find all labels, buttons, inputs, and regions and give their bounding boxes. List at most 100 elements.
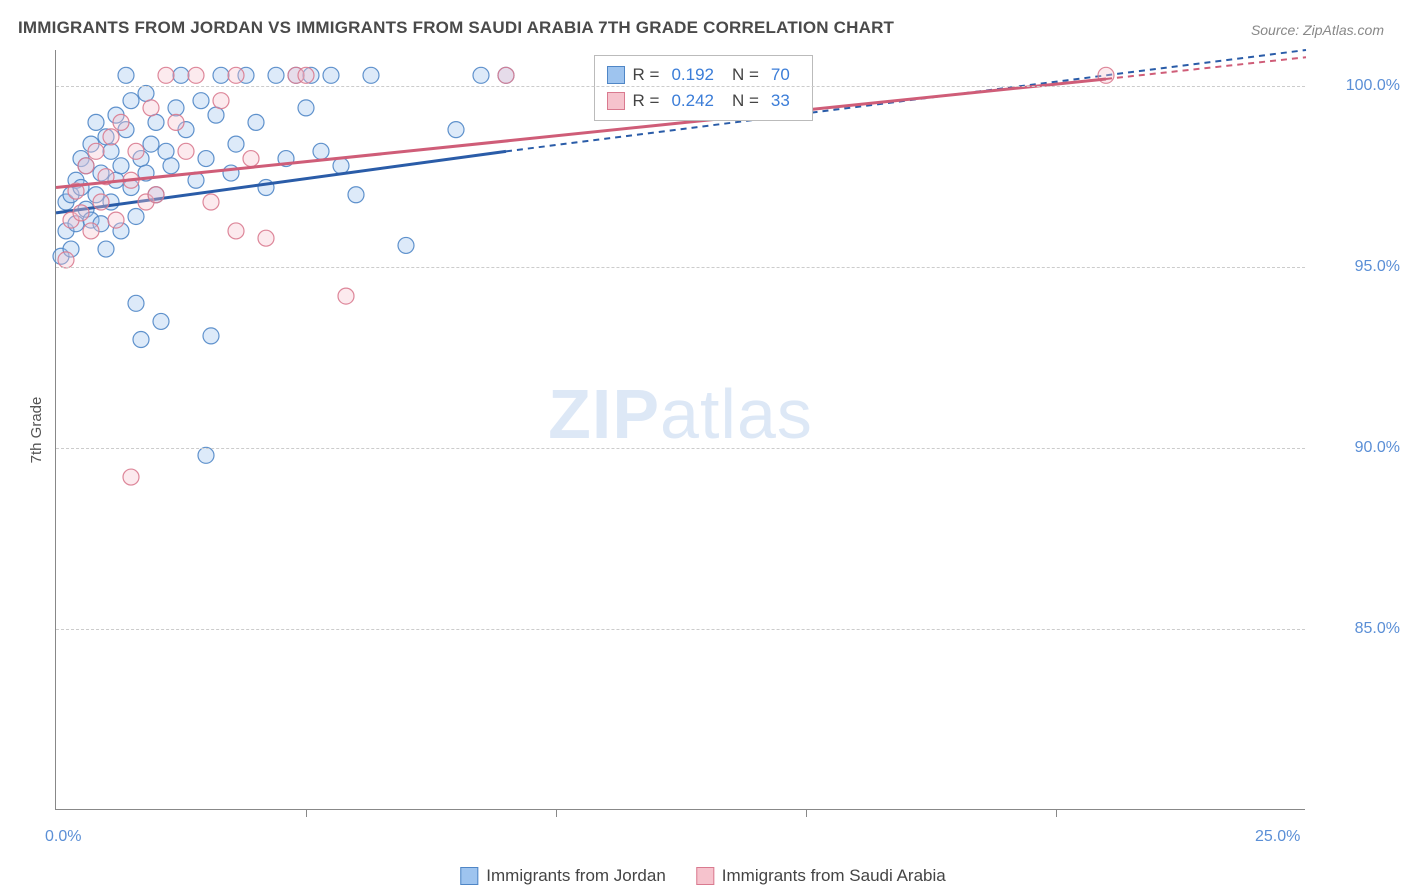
x-tick: [1056, 809, 1057, 817]
series-swatch: [607, 92, 625, 110]
gridline: [56, 86, 1305, 87]
data-point: [198, 151, 214, 167]
data-point: [168, 100, 184, 116]
data-point: [143, 136, 159, 152]
data-point: [138, 85, 154, 101]
legend: Immigrants from Jordan Immigrants from Sa…: [460, 866, 945, 886]
data-point: [448, 122, 464, 138]
r-value: 0.192: [671, 65, 714, 85]
data-point: [128, 295, 144, 311]
r-value: 0.242: [671, 91, 714, 111]
legend-swatch: [460, 867, 478, 885]
data-point: [188, 67, 204, 83]
data-point: [143, 100, 159, 116]
data-point: [213, 93, 229, 109]
legend-swatch: [696, 867, 714, 885]
data-point: [333, 158, 349, 174]
legend-label: Immigrants from Saudi Arabia: [722, 866, 946, 886]
data-point: [83, 223, 99, 239]
data-point: [268, 67, 284, 83]
n-value: 33: [771, 91, 790, 111]
x-tick: [306, 809, 307, 817]
data-point: [148, 114, 164, 130]
data-point: [208, 107, 224, 123]
data-point: [228, 223, 244, 239]
data-point: [123, 469, 139, 485]
scatter-plot: [56, 50, 1305, 809]
data-point: [108, 212, 124, 228]
data-point: [348, 187, 364, 203]
x-axis-max: 25.0%: [1255, 828, 1300, 846]
data-point: [133, 332, 149, 348]
data-point: [298, 67, 314, 83]
data-point: [103, 143, 119, 159]
data-point: [93, 194, 109, 210]
r-label: R =: [633, 91, 660, 111]
gridline: [56, 267, 1305, 268]
data-point: [153, 313, 169, 329]
data-point: [88, 114, 104, 130]
data-point: [168, 114, 184, 130]
n-value: 70: [771, 65, 790, 85]
data-point: [73, 205, 89, 221]
y-tick-label: 100.0%: [1315, 77, 1400, 95]
data-point: [198, 447, 214, 463]
legend-label: Immigrants from Jordan: [486, 866, 666, 886]
data-point: [128, 143, 144, 159]
n-label: N =: [732, 91, 759, 111]
data-point: [213, 67, 229, 83]
n-label: N =: [732, 65, 759, 85]
source-attribution: Source: ZipAtlas.com: [1251, 22, 1384, 38]
data-point: [103, 129, 119, 145]
y-tick-label: 95.0%: [1315, 258, 1400, 276]
data-point: [98, 241, 114, 257]
data-point: [118, 67, 134, 83]
data-point: [158, 143, 174, 159]
data-point: [193, 93, 209, 109]
data-point: [338, 288, 354, 304]
data-point: [158, 67, 174, 83]
x-tick: [556, 809, 557, 817]
plot-area: ZIPatlas R =0.192N =70R =0.242N =33 85.0…: [55, 50, 1305, 810]
data-point: [78, 158, 94, 174]
data-point: [203, 194, 219, 210]
data-point: [298, 100, 314, 116]
legend-item: Immigrants from Jordan: [460, 866, 666, 886]
y-axis-label: 7th Grade: [28, 397, 45, 464]
data-point: [473, 67, 489, 83]
data-point: [203, 328, 219, 344]
data-point: [178, 143, 194, 159]
legend-item: Immigrants from Saudi Arabia: [696, 866, 946, 886]
gridline: [56, 448, 1305, 449]
data-point: [498, 67, 514, 83]
data-point: [228, 136, 244, 152]
data-point: [398, 237, 414, 253]
trend-line-extension: [1106, 57, 1306, 79]
data-point: [163, 158, 179, 174]
y-tick-label: 85.0%: [1315, 620, 1400, 638]
data-point: [128, 208, 144, 224]
data-point: [58, 252, 74, 268]
data-point: [148, 187, 164, 203]
y-tick-label: 90.0%: [1315, 439, 1400, 457]
data-point: [123, 93, 139, 109]
stats-box: R = 0.192 N = 70 R = 0.242 N = 33: [594, 55, 813, 121]
data-point: [113, 158, 129, 174]
data-point: [363, 67, 379, 83]
data-point: [313, 143, 329, 159]
data-point: [113, 114, 129, 130]
data-point: [173, 67, 189, 83]
data-point: [243, 151, 259, 167]
data-point: [248, 114, 264, 130]
chart-title: IMMIGRANTS FROM JORDAN VS IMMIGRANTS FRO…: [18, 18, 894, 38]
r-label: R =: [633, 65, 660, 85]
stats-row: R = 0.192 N = 70: [607, 62, 800, 88]
x-axis-min: 0.0%: [45, 828, 81, 846]
trend-line: [56, 79, 1106, 188]
data-point: [258, 230, 274, 246]
series-swatch: [607, 66, 625, 84]
data-point: [228, 67, 244, 83]
stats-row: R = 0.242 N = 33: [607, 88, 800, 114]
data-point: [88, 143, 104, 159]
gridline: [56, 629, 1305, 630]
